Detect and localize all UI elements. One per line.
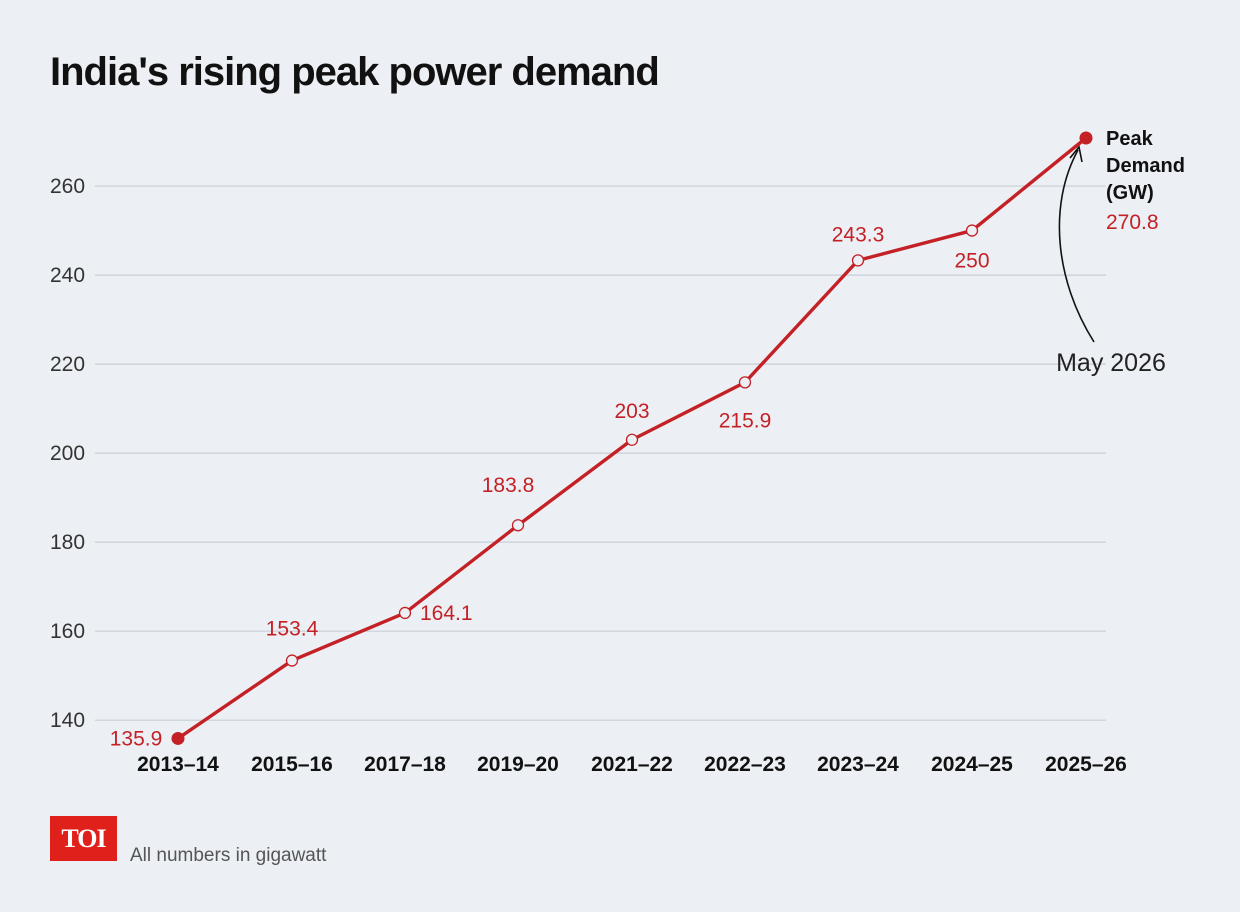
data-label-2023–24: 243.3	[832, 223, 885, 246]
toi-logo: TOI	[50, 816, 117, 861]
data-point-2015–16	[285, 654, 299, 667]
y-axis-ticks: 140 160 180 200 220 240 260	[50, 175, 85, 732]
data-label-2022–23: 215.9	[719, 409, 772, 432]
data-label-2024–25: 250	[954, 250, 989, 273]
y-tick-180: 180	[50, 531, 85, 554]
data-label-2017–18: 164.1	[420, 602, 473, 625]
data-point-2019–20	[511, 519, 525, 532]
data-point-2013–14	[171, 731, 185, 745]
data-point-2024–25	[965, 224, 979, 237]
x-tick-2015–16: 2015–16	[251, 753, 333, 776]
y-tick-260: 260	[50, 175, 85, 198]
data-point-2022–23	[738, 376, 752, 389]
y-tick-140: 140	[50, 709, 85, 732]
y-tick-160: 160	[50, 620, 85, 643]
data-label-2021–22: 203	[614, 400, 649, 423]
series-peak-demand	[171, 131, 1093, 745]
gridlines	[95, 185, 1106, 721]
x-tick-2019–20: 2019–20	[477, 753, 559, 776]
chart-title: India's rising peak power demand	[50, 50, 660, 94]
data-label-2013–14: 135.9	[110, 727, 163, 750]
y-tick-200: 200	[50, 442, 85, 465]
data-point-2023–24	[851, 254, 865, 267]
data-label-2025–26: 270.8	[1106, 211, 1159, 234]
series-label: Peak Demand (GW) 270.8	[1106, 128, 1185, 234]
data-point-2021–22	[625, 433, 639, 446]
data-point-2025–26	[1079, 131, 1093, 145]
data-label-2019–20: 183.8	[482, 474, 535, 497]
x-axis-ticks: 2013–14 2015–16 2017–18 2019–20 2021–22 2022–…	[137, 753, 1127, 776]
annotation-arrow	[1058, 149, 1095, 343]
x-tick-2023–24: 2023–24	[817, 753, 899, 776]
data-label-2015–16: 153.4	[266, 618, 319, 641]
annotation-text: May 2026	[1056, 349, 1166, 377]
x-tick-2013–14: 2013–14	[137, 753, 219, 776]
units-note: All numbers in gigawatt	[130, 845, 327, 866]
annotation: May 2026	[1056, 145, 1166, 377]
x-tick-2024–25: 2024–25	[931, 753, 1013, 776]
data-point-2017–18	[398, 606, 412, 620]
data-labels: 135.9 153.4 164.1 183.8 203 215.9 243.3 250	[110, 223, 990, 750]
y-tick-220: 220	[50, 353, 85, 376]
annotation-arrowhead	[1069, 145, 1083, 163]
series-name: Peak Demand (GW)	[1106, 128, 1185, 204]
x-tick-2017–18: 2017–18	[364, 753, 446, 776]
x-tick-2021–22: 2021–22	[591, 753, 673, 776]
x-tick-2025–26: 2025–26	[1045, 753, 1127, 776]
footer: TOI All numbers in gigawatt	[50, 816, 326, 866]
y-tick-240: 240	[50, 264, 85, 287]
x-tick-2022–23: 2022–23	[704, 753, 786, 776]
